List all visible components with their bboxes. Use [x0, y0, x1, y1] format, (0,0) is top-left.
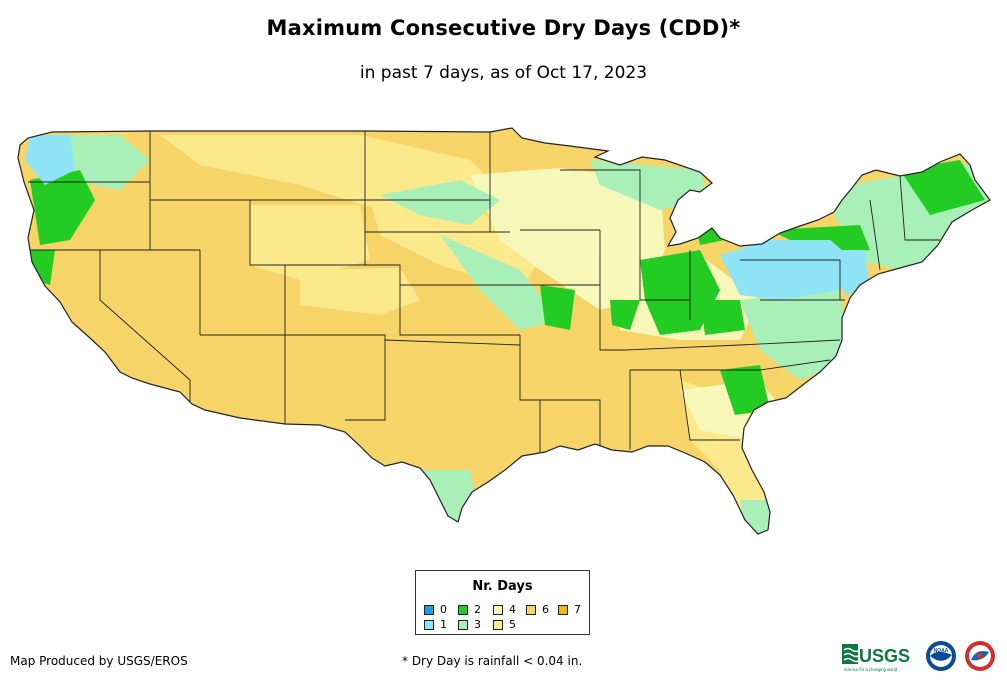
legend-swatch [526, 604, 536, 615]
legend-item: 4 [493, 603, 516, 616]
legend-swatch [493, 619, 503, 630]
svg-text:USGS: USGS [859, 646, 910, 666]
legend-item: 2 [458, 603, 481, 616]
producer-credit: Map Produced by USGS/EROS [10, 654, 188, 668]
map-title: Maximum Consecutive Dry Days (CDD)* [266, 16, 741, 40]
legend-label: 7 [574, 603, 581, 616]
svg-text:science for a changing world: science for a changing world [844, 667, 898, 672]
legend-item: 6 [526, 603, 549, 616]
legend-swatch [424, 604, 434, 615]
legend-label: 3 [474, 618, 481, 631]
legend-item: 7 [558, 603, 581, 616]
legend-label: 1 [440, 618, 447, 631]
dry-day-footnote: * Dry Day is rainfall < 0.04 in. [402, 654, 583, 668]
legend-title: Nr. Days [472, 579, 533, 594]
legend: Nr. Days 0 1 2 3 4 5 6 7 [415, 570, 590, 635]
legend-swatch [424, 619, 434, 630]
legend-swatch [493, 604, 503, 615]
legend-label: 0 [440, 603, 447, 616]
legend-label: 2 [474, 603, 481, 616]
noaa-logo: NOAA [926, 641, 956, 671]
legend-label: 6 [542, 603, 549, 616]
legend-item: 5 [493, 618, 516, 631]
legend-label: 5 [509, 618, 516, 631]
legend-item: 3 [458, 618, 481, 631]
nws-logo [965, 641, 995, 671]
legend-swatch [558, 604, 568, 615]
legend-swatch [458, 619, 468, 630]
map-subtitle: in past 7 days, as of Oct 17, 2023 [359, 63, 648, 83]
legend-swatch [458, 604, 468, 615]
legend-label: 4 [509, 603, 516, 616]
legend-item: 0 [424, 603, 447, 616]
legend-item: 1 [424, 618, 447, 631]
svg-text:NOAA: NOAA [934, 648, 949, 654]
agency-logos: USGS science for a changing world NOAA [842, 641, 995, 672]
us-outline [17, 127, 991, 535]
usgs-logo: USGS science for a changing world [842, 644, 910, 672]
